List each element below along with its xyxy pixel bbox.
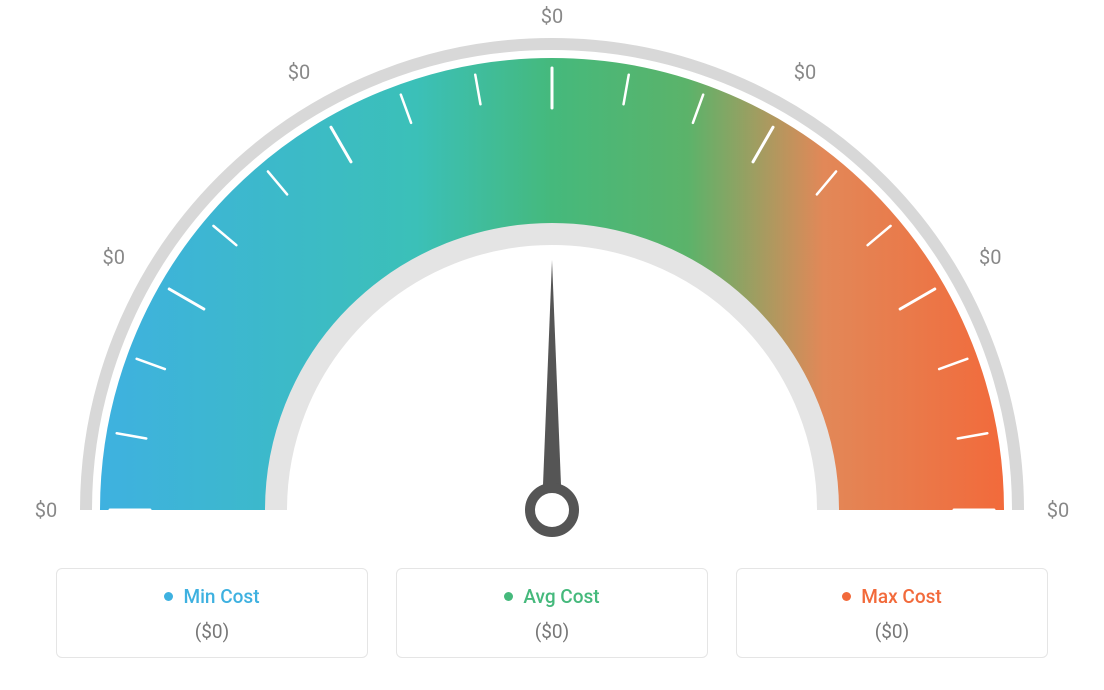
legend-value-min: ($0) <box>57 620 367 643</box>
legend-card-min: Min Cost ($0) <box>56 568 368 658</box>
legend-dot-max <box>842 592 851 601</box>
cost-gauge-widget: $0 $0 $0 $0 $0 $0 $0 Min Cost ($0) Avg Cost ($… <box>0 0 1104 690</box>
legend-value-max: ($0) <box>737 620 1047 643</box>
legend-label-min: Min Cost <box>183 585 259 608</box>
scale-label: $0 <box>1047 498 1069 522</box>
legend-title-max: Max Cost <box>842 585 941 608</box>
legend-value-avg: ($0) <box>397 620 707 643</box>
scale-label: $0 <box>794 60 816 84</box>
legend-title-avg: Avg Cost <box>504 585 599 608</box>
legend-label-max: Max Cost <box>861 585 941 608</box>
scale-label: $0 <box>979 245 1001 269</box>
scale-label: $0 <box>288 60 310 84</box>
gauge-svg <box>0 0 1104 560</box>
legend-dot-avg <box>504 592 513 601</box>
legend-dot-min <box>164 592 173 601</box>
scale-label: $0 <box>541 4 563 28</box>
legend-title-min: Min Cost <box>164 585 259 608</box>
scale-label: $0 <box>103 245 125 269</box>
legend-card-avg: Avg Cost ($0) <box>396 568 708 658</box>
legend-row: Min Cost ($0) Avg Cost ($0) Max Cost ($0… <box>0 568 1104 658</box>
legend-card-max: Max Cost ($0) <box>736 568 1048 658</box>
scale-label: $0 <box>35 498 57 522</box>
legend-label-avg: Avg Cost <box>523 585 599 608</box>
gauge-chart: $0 $0 $0 $0 $0 $0 $0 <box>0 0 1104 560</box>
